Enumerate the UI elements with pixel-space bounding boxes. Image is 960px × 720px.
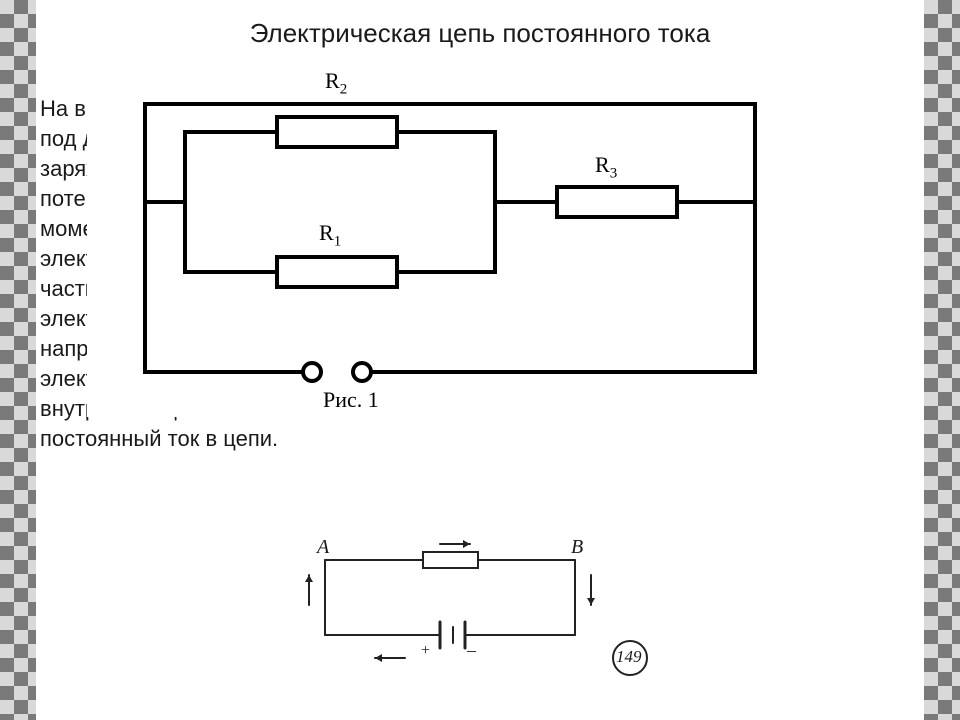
figure2: A B + – 149: [295, 530, 665, 680]
figure1: R2 R1 R3 Рис. 1: [87, 62, 813, 417]
label-a: A: [317, 536, 329, 559]
figure1-caption: Рис. 1: [323, 387, 379, 413]
label-r3: R3: [595, 152, 617, 182]
label-r1: R1: [319, 220, 341, 250]
page-title: Электрическая цепь постоянного тока: [0, 18, 960, 49]
label-fignum: 149: [616, 647, 642, 667]
right-checker-strip: [924, 0, 960, 720]
label-plus: +: [421, 642, 430, 660]
label-minus: –: [467, 640, 476, 661]
label-r2: R2: [325, 68, 347, 98]
label-b: B: [571, 536, 583, 559]
left-checker-strip: [0, 0, 36, 720]
